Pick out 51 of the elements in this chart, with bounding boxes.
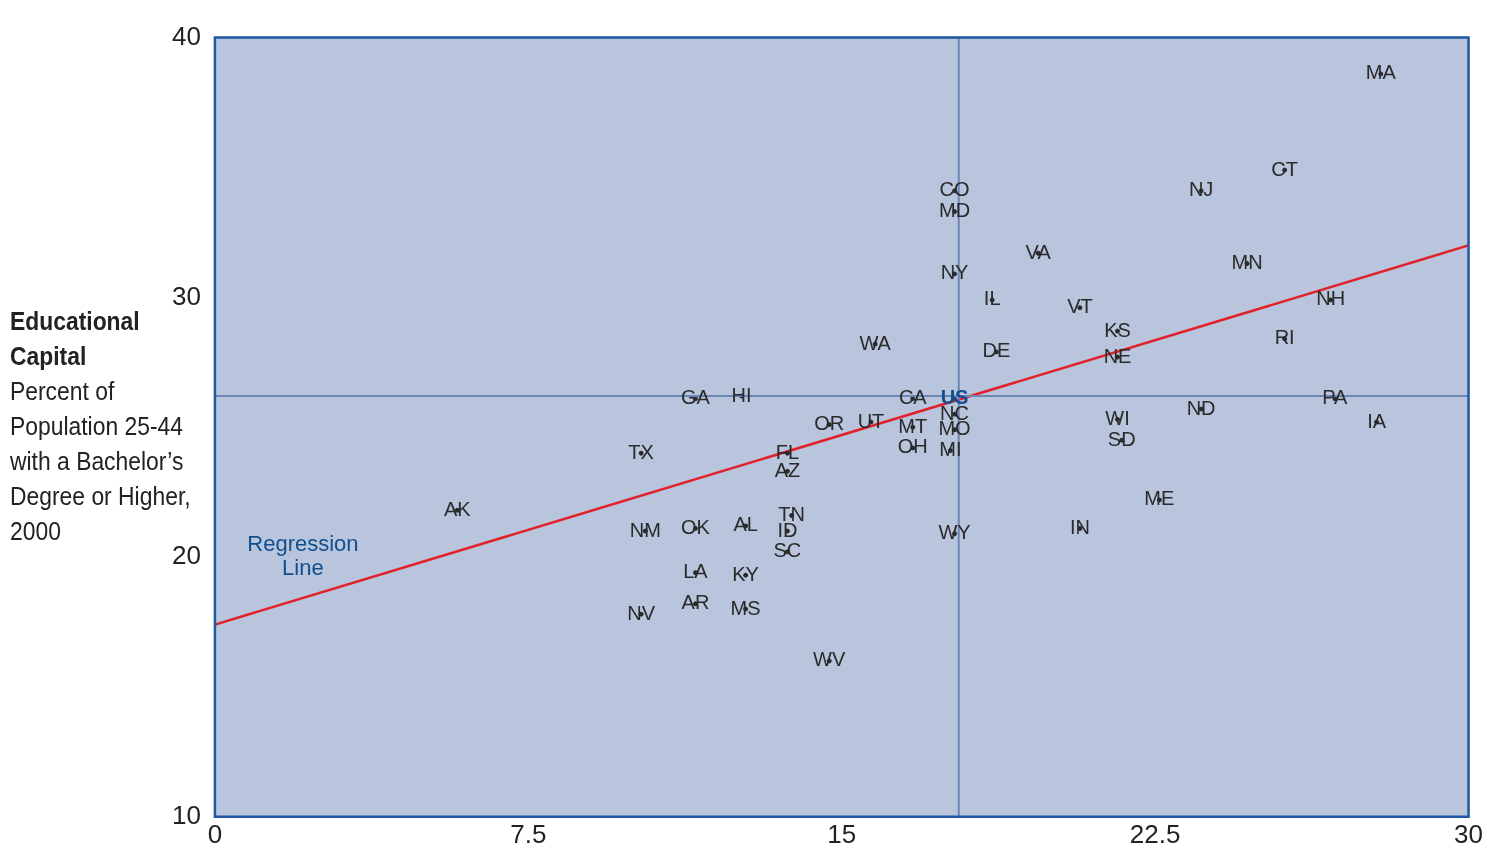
data-label: VT (1067, 295, 1093, 318)
data-label: AR (681, 591, 710, 614)
data-label: MN (1231, 251, 1263, 274)
data-label: VA (1025, 240, 1052, 263)
data-label: MS (730, 596, 761, 619)
data-label: MD (939, 199, 971, 222)
data-label: GA (681, 386, 711, 409)
data-label: SC (773, 539, 802, 562)
data-label: CT (1271, 157, 1299, 180)
y-tick-label: 40 (172, 20, 201, 51)
data-label: ND (1186, 396, 1216, 419)
annotation: Regression Line (247, 531, 359, 581)
data-label: AL (733, 513, 758, 536)
data-label: CA (898, 386, 928, 409)
data-label: MA (1365, 61, 1397, 84)
data-label: DE (982, 339, 1011, 362)
x-tick-label: 22.5 (1129, 818, 1181, 849)
data-label: NY (940, 261, 969, 284)
data-label: SD (1107, 427, 1136, 450)
data-label: NH (1316, 287, 1346, 310)
data-label: WA (859, 331, 892, 354)
data-label: OR (814, 412, 845, 435)
data-label: IN (1069, 516, 1090, 539)
data-label: ME (1144, 487, 1175, 510)
data-label: AK (443, 497, 472, 520)
data-label: MT (898, 414, 928, 437)
data-label: LA (683, 560, 709, 583)
data-label: KS (1104, 318, 1131, 341)
data-label: MI (939, 438, 962, 461)
data-label: WV (813, 648, 846, 671)
data-label: WI (1105, 406, 1130, 429)
data-label: CO (939, 178, 970, 201)
data-label: KY (732, 562, 759, 585)
y-axis-title: Educational Capital (10, 306, 140, 371)
x-tick-label: 15 (827, 818, 857, 849)
data-label: TX (628, 440, 654, 463)
data-label: PA (1322, 386, 1349, 409)
x-tick-label: 0 (207, 818, 223, 849)
data-label: OK (681, 516, 711, 539)
data-label: RI (1274, 326, 1295, 349)
x-tick-label: 30 (1454, 818, 1483, 849)
data-label: OH (897, 435, 928, 458)
data-label: IA (1367, 409, 1387, 432)
data-label: WY (938, 521, 971, 544)
y-tick-label: 30 (172, 280, 201, 311)
data-label: AZ (774, 458, 801, 481)
y-tick-label: 10 (172, 799, 201, 830)
data-label: NV (627, 601, 656, 624)
x-tick-label: 7.5 (510, 818, 547, 849)
data-label: HI (731, 383, 752, 406)
data-label: NM (629, 518, 661, 541)
